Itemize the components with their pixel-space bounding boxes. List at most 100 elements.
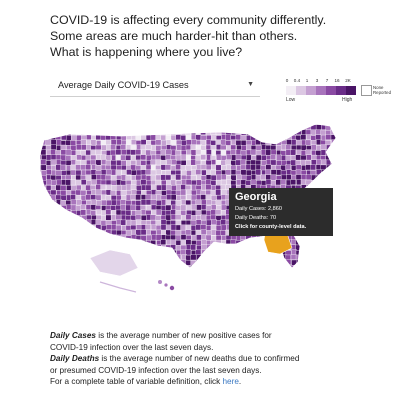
county-cell[interactable] [306,244,312,251]
county-cell[interactable] [230,244,237,251]
county-cell[interactable] [170,264,177,270]
county-cell[interactable] [180,244,187,251]
county-cell[interactable] [295,149,302,156]
county-cell[interactable] [36,224,42,231]
county-cell[interactable] [80,120,87,126]
county-cell[interactable] [115,239,122,246]
county-cell[interactable] [130,204,137,211]
county-cell[interactable] [326,259,332,266]
county-cell[interactable] [95,159,102,166]
county-cell[interactable] [301,259,307,266]
county-cell[interactable] [255,240,262,246]
county-cell[interactable] [125,244,132,251]
county-cell[interactable] [241,145,247,151]
county-cell[interactable] [90,230,97,236]
county-cell[interactable] [41,270,46,275]
county-cell[interactable] [331,175,336,181]
county-cell[interactable] [170,120,177,126]
county-cell[interactable] [110,139,117,146]
county-cell[interactable] [305,149,312,156]
county-cell[interactable] [310,259,317,266]
county-cell[interactable] [160,149,167,156]
county-cell[interactable] [205,249,212,256]
county-cell[interactable] [156,229,162,236]
county-cell[interactable] [115,120,122,126]
county-cell[interactable] [335,125,341,131]
county-cell[interactable] [85,169,92,176]
county-cell[interactable] [90,239,97,246]
county-cell[interactable] [185,229,192,236]
county-cell[interactable] [251,270,256,275]
county-cell[interactable] [55,164,62,171]
county-cell[interactable] [336,220,341,225]
county-cell[interactable] [330,250,336,256]
county-cell[interactable] [165,154,172,161]
county-cell[interactable] [190,175,197,181]
county-cell[interactable] [255,159,262,166]
county-cell[interactable] [55,170,62,176]
county-cell[interactable] [291,165,297,171]
county-cell[interactable] [145,199,152,206]
county-cell[interactable] [265,124,272,131]
county-cell[interactable] [201,265,207,270]
county-cell[interactable] [110,190,117,196]
county-cell[interactable] [150,259,157,266]
county-cell[interactable] [155,159,162,166]
county-cell[interactable] [271,135,277,141]
county-cell[interactable] [270,260,277,266]
county-cell[interactable] [220,230,227,236]
county-cell[interactable] [241,174,247,181]
county-cell[interactable] [191,234,197,241]
county-cell[interactable] [45,214,52,221]
county-cell[interactable] [120,120,127,126]
county-cell[interactable] [120,219,126,226]
county-cell[interactable] [36,129,42,136]
county-cell[interactable] [195,149,202,155]
county-cell[interactable] [260,264,267,270]
county-cell[interactable] [55,120,62,126]
county-cell[interactable] [285,144,292,151]
county-cell[interactable] [65,264,72,270]
county-cell[interactable] [36,120,42,126]
county-cell[interactable] [166,270,171,275]
county-cell[interactable] [125,225,132,231]
county-cell[interactable] [150,265,157,270]
county-cell[interactable] [180,135,187,141]
county-cell[interactable] [310,159,317,166]
county-cell[interactable] [235,134,242,141]
county-cell[interactable] [100,124,107,131]
county-cell[interactable] [330,244,336,251]
county-cell[interactable] [165,254,172,261]
county-cell[interactable] [50,210,57,216]
county-cell[interactable] [165,259,172,266]
county-cell[interactable] [305,174,312,181]
county-cell[interactable] [306,120,312,126]
county-cell[interactable] [70,140,77,146]
county-cell[interactable] [125,229,132,236]
county-cell[interactable] [145,134,152,141]
county-cell[interactable] [240,159,247,166]
county-cell[interactable] [240,254,247,261]
county-cell[interactable] [115,224,122,231]
county-cell[interactable] [86,249,92,256]
county-cell[interactable] [265,264,272,270]
county-cell[interactable] [165,229,172,236]
county-cell[interactable] [151,270,156,275]
county-cell[interactable] [286,174,292,181]
county-cell[interactable] [180,265,187,270]
county-cell[interactable] [110,174,117,181]
county-cell[interactable] [70,239,77,246]
county-cell[interactable] [140,169,147,176]
county-cell[interactable] [160,259,167,266]
county-cell[interactable] [80,244,87,251]
county-cell[interactable] [330,255,336,261]
county-cell[interactable] [135,254,142,261]
county-cell[interactable] [100,129,106,136]
county-cell[interactable] [260,135,267,141]
county-cell[interactable] [285,155,292,161]
county-cell[interactable] [146,270,151,275]
county-cell[interactable] [150,174,157,181]
county-cell[interactable] [175,120,182,126]
county-cell[interactable] [100,120,107,126]
county-cell[interactable] [221,124,227,131]
